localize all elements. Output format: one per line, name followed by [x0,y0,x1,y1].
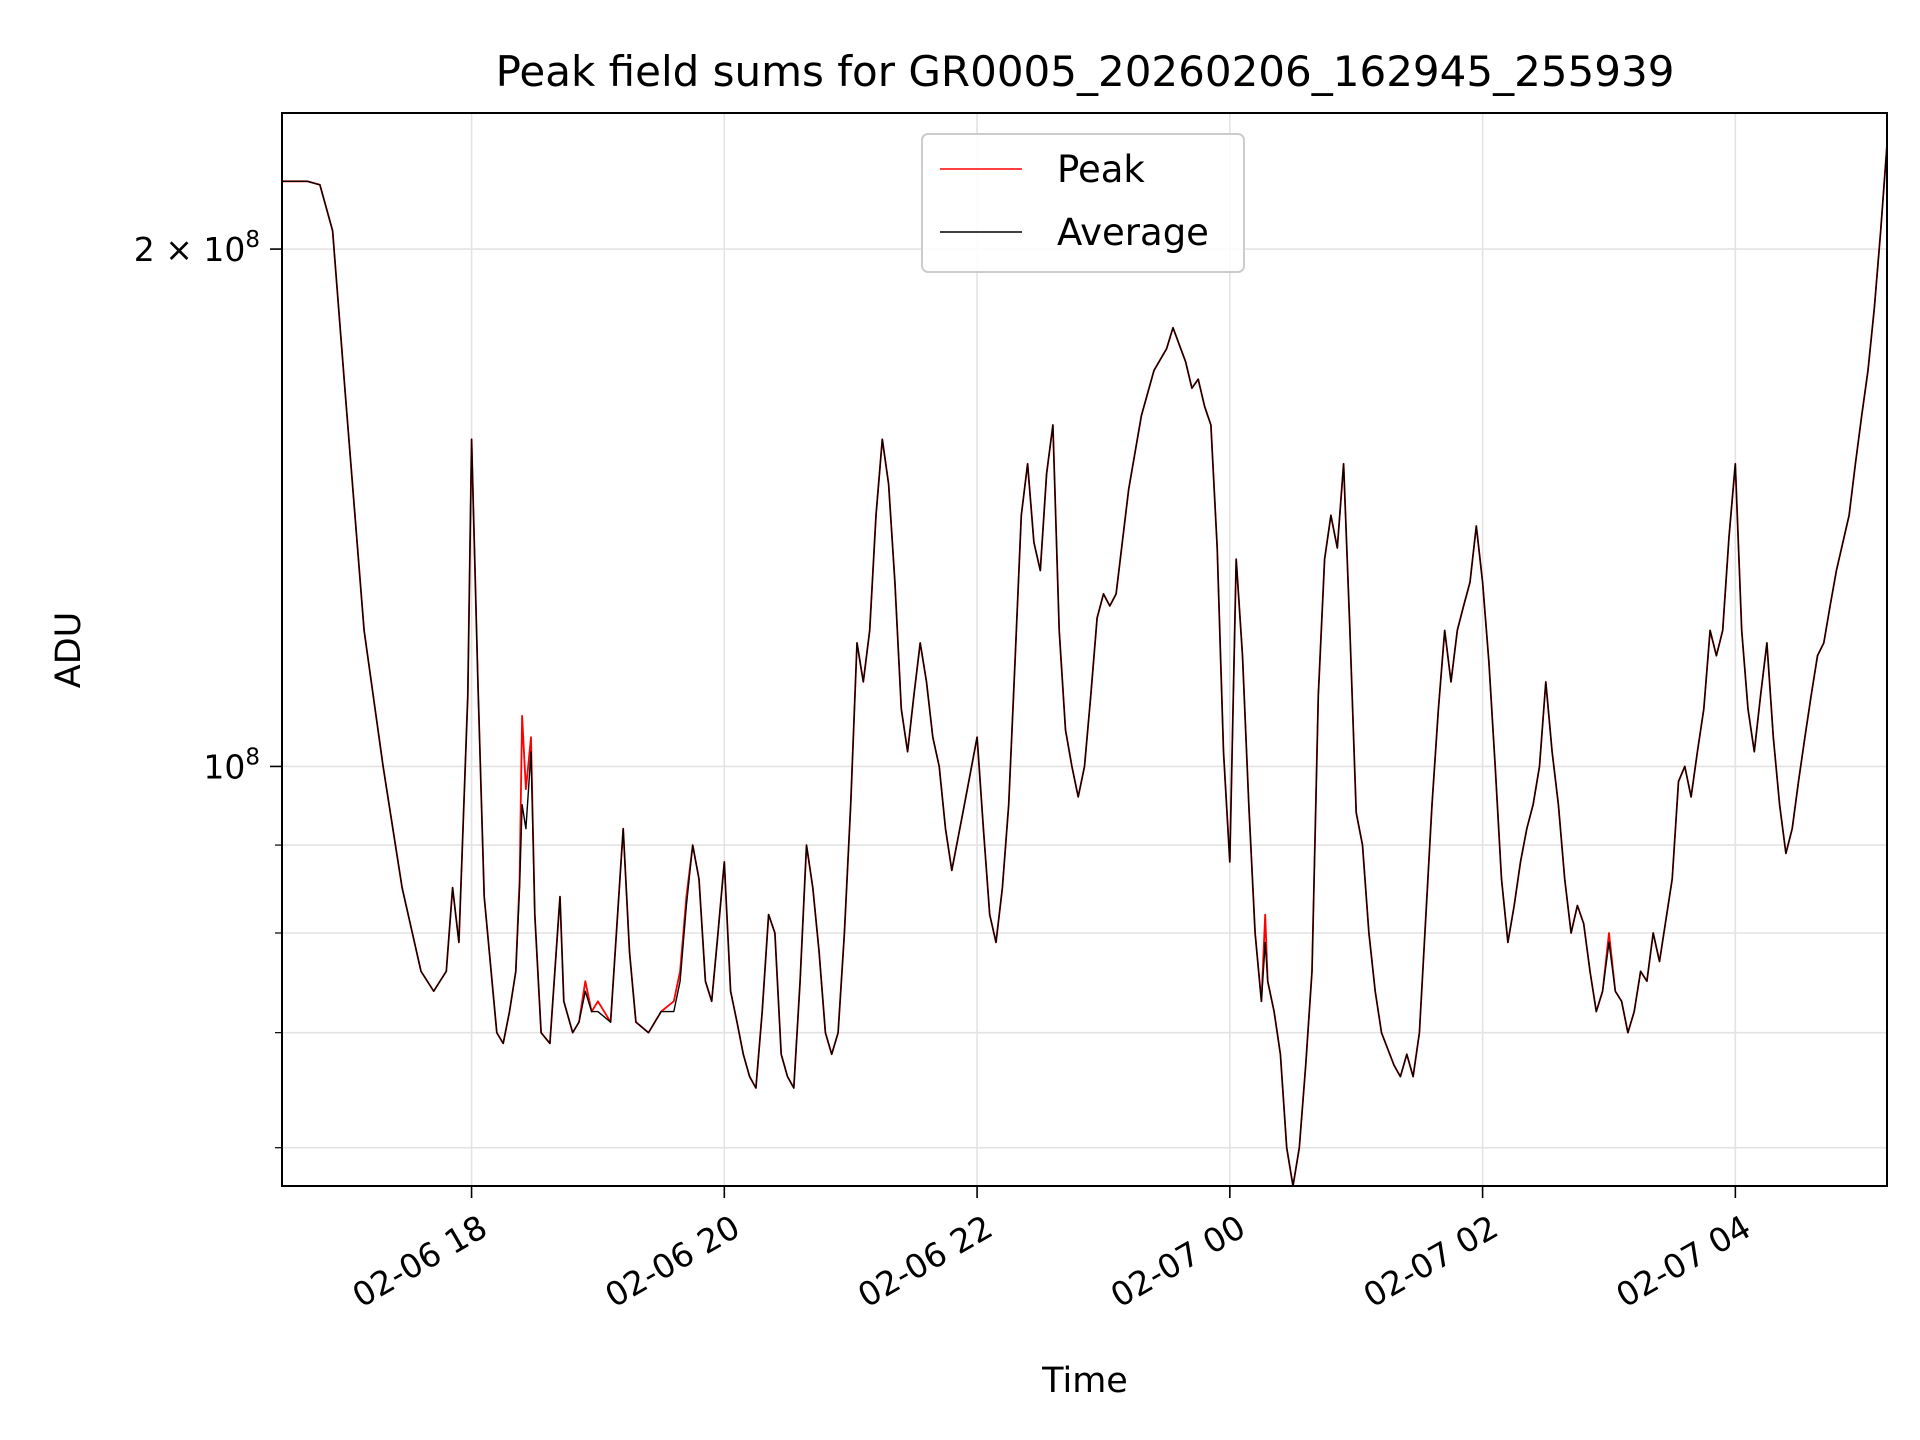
y-tick-base: 10 [203,230,245,269]
y-tick-label: 108 [203,744,260,786]
y-tick-exponent: 8 [245,227,260,253]
series-line-average [282,144,1887,1186]
y-tick-base: 10 [203,747,245,786]
legend: Peak Average [921,133,1245,273]
x-axis-title: Time [1041,1361,1128,1401]
plot-frame [281,112,1888,1187]
legend-label-average: Average [1057,211,1209,254]
y-tick-exponent: 8 [245,744,260,770]
chart-title: Peak field sums for GR0005_20260206_1629… [496,47,1675,96]
y-tick-label: 2 × 108 [134,227,260,269]
y-tick-coefficient: 2 × [134,230,204,269]
plot-area [282,144,1887,1186]
y-axis-title: ADU [49,612,89,689]
legend-label-peak: Peak [1057,148,1145,191]
